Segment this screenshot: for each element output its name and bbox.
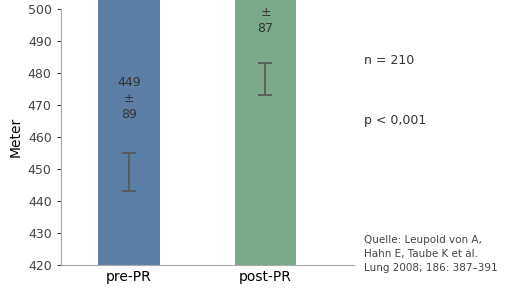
Bar bbox=[234, 0, 295, 265]
Text: p < 0,001: p < 0,001 bbox=[364, 114, 426, 127]
Y-axis label: Meter: Meter bbox=[8, 117, 22, 157]
Text: n = 210: n = 210 bbox=[364, 54, 414, 67]
Text: 488
±
87: 488 ± 87 bbox=[253, 0, 277, 35]
Text: Quelle: Leupold von A,
Hahn E, Taube K et al.
Lung 2008; 186: 387–391: Quelle: Leupold von A, Hahn E, Taube K e… bbox=[364, 235, 497, 273]
Bar bbox=[98, 0, 160, 265]
Text: 449
±
89: 449 ± 89 bbox=[117, 76, 140, 121]
